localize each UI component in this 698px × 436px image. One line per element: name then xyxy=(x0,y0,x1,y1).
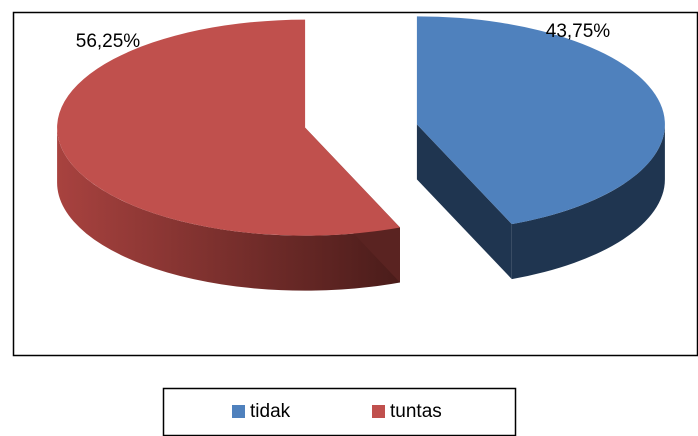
legend-swatch xyxy=(232,405,245,418)
data-label: 43,75% xyxy=(546,21,611,42)
legend-swatch xyxy=(372,405,385,418)
slice-side xyxy=(511,124,665,280)
legend-label: tuntas xyxy=(390,401,442,422)
slice-side xyxy=(57,127,401,291)
slice-top xyxy=(416,16,665,225)
pie-slice xyxy=(57,19,401,291)
slice-top xyxy=(57,19,401,236)
legend-frame xyxy=(162,387,517,436)
data-label: 56,25% xyxy=(76,31,141,52)
pie-slice xyxy=(416,16,665,280)
slice-cut-face xyxy=(416,124,512,280)
legend-label: tidak xyxy=(250,401,291,422)
